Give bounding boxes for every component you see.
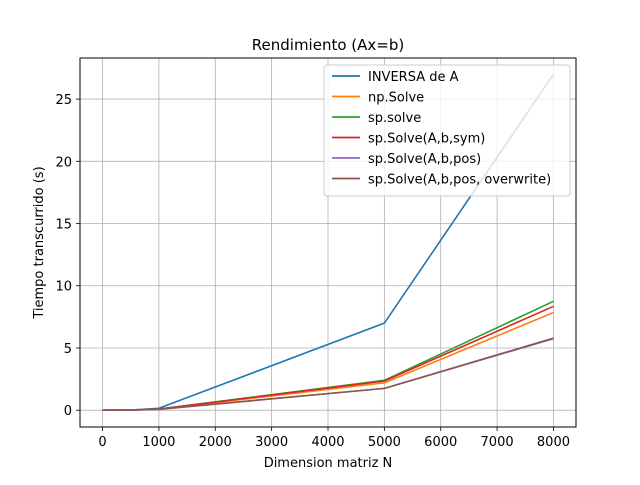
x-tick-label: 8000 xyxy=(537,435,570,450)
x-tick-label: 3000 xyxy=(255,435,288,450)
legend-box xyxy=(323,64,571,197)
x-tick-label: 1000 xyxy=(142,435,175,450)
y-tick-label: 25 xyxy=(55,93,72,108)
series-line xyxy=(102,337,554,412)
y-tick-label: 5 xyxy=(64,342,72,357)
legend-label: sp.Solve(A,b,pos) xyxy=(368,152,481,167)
x-tick-label: 0 xyxy=(98,435,106,450)
chart-title: Rendimiento (Ax=b) xyxy=(252,36,404,54)
x-axis-label: Dimension matriz N xyxy=(264,456,393,471)
y-tick-label: 20 xyxy=(55,155,72,170)
x-tick-label: 5000 xyxy=(368,435,401,450)
legend-label: sp.solve xyxy=(368,111,421,126)
axis-ticks: 0 1000 2000 3000 4000 5000 6000 7000 8000 0 5 10 15 2… xyxy=(55,93,570,450)
y-tick-label: 10 xyxy=(55,280,72,295)
legend-label: sp.Solve(A,b,sym) xyxy=(368,132,485,147)
x-tick-label: 7000 xyxy=(481,435,514,450)
y-tick-label: 0 xyxy=(64,404,72,419)
x-tick-label: 6000 xyxy=(424,435,457,450)
legend-label: INVERSA de A xyxy=(368,70,459,85)
legend-label: np.Solve xyxy=(368,91,424,106)
y-tick-label: 15 xyxy=(55,218,72,233)
legend-label: sp.Solve(A,b,pos, overwrite) xyxy=(368,173,551,188)
series-lines xyxy=(102,73,555,412)
legend: INVERSA de A np.Solve sp.solve sp.Solve(A,b… xyxy=(323,64,571,197)
x-tick-label: 4000 xyxy=(311,435,344,450)
y-axis-label: Tiempo transcurrido (s) xyxy=(32,166,47,319)
x-tick-label: 2000 xyxy=(199,435,232,450)
